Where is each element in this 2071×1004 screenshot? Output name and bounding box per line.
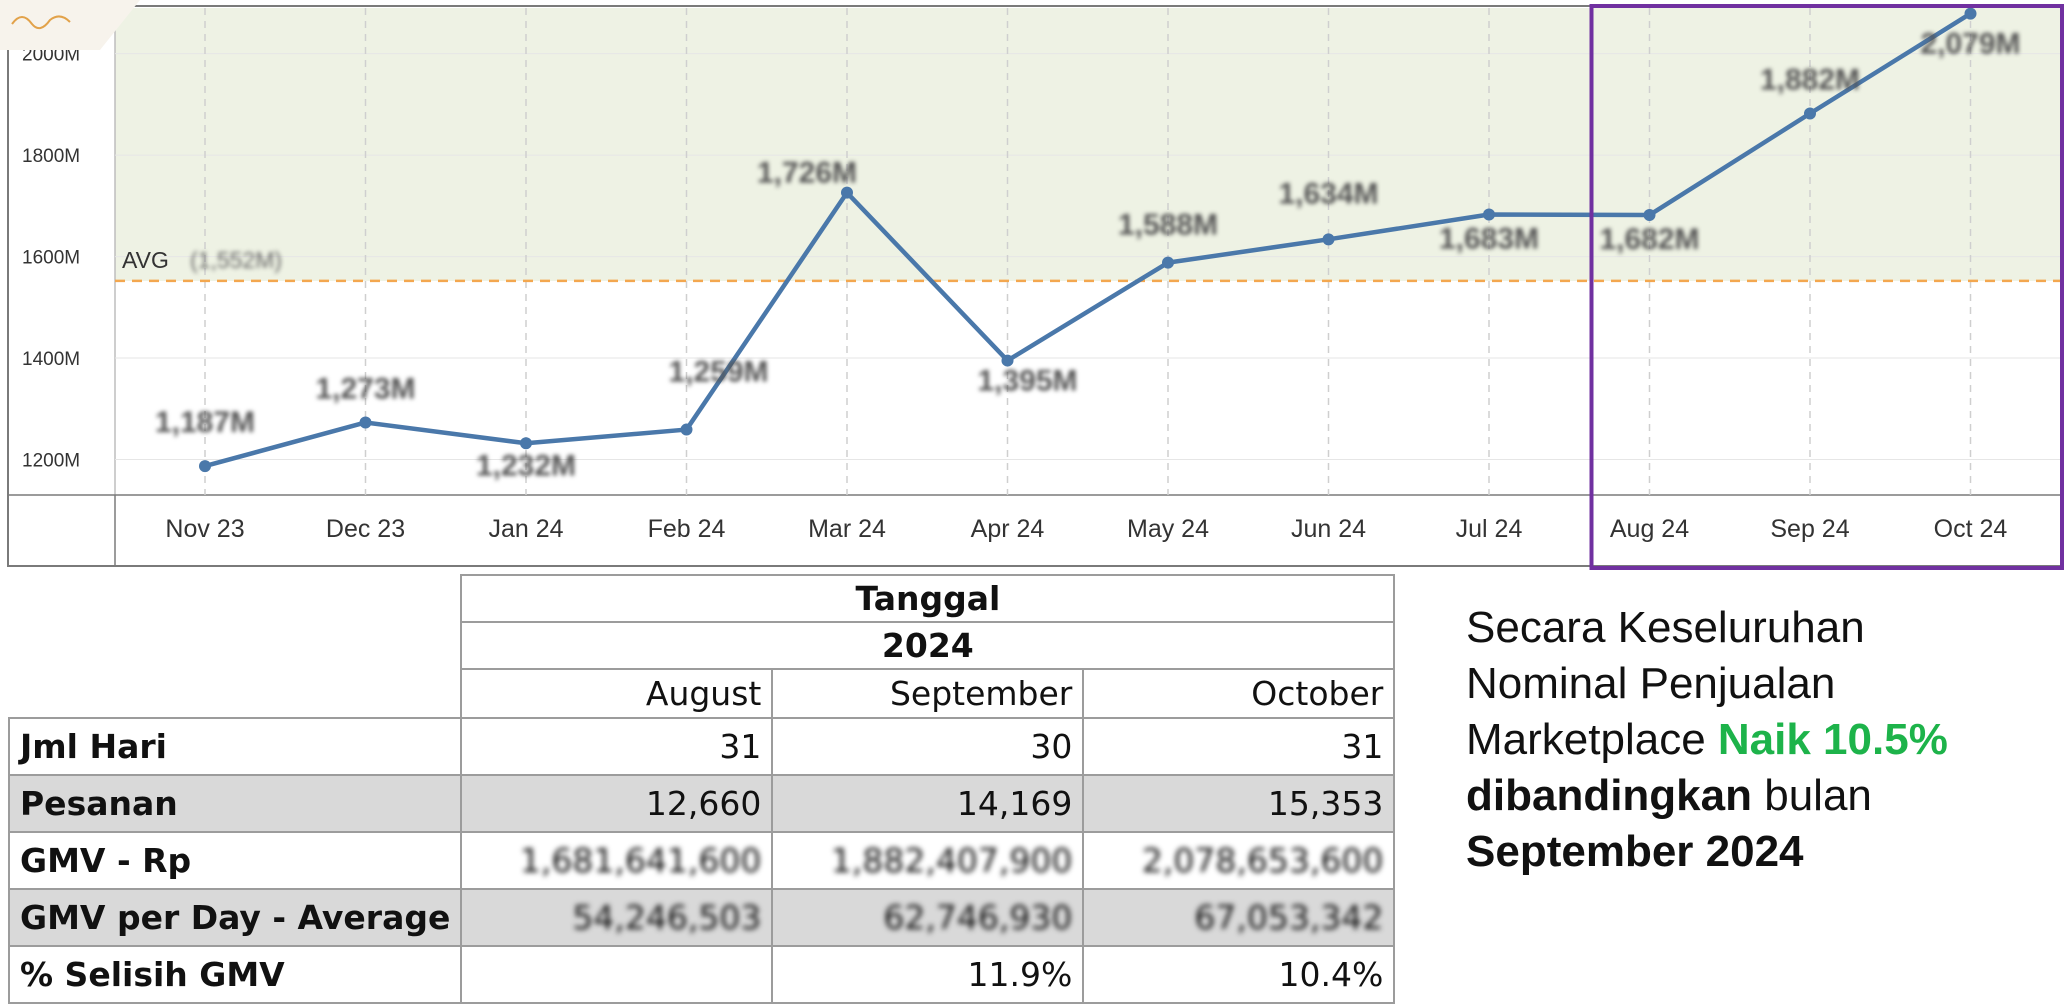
data-point <box>199 460 211 473</box>
x-tick-label: Feb 24 <box>648 515 726 543</box>
cell: 2,078,653,600 <box>1082 831 1396 890</box>
cell: 1,882,407,900 <box>771 831 1085 890</box>
data-label: 1,187M <box>155 406 255 439</box>
cell: 12,660 <box>460 774 774 833</box>
data-point <box>520 437 532 450</box>
data-point <box>1001 354 1014 367</box>
table-row: GMV per Day - Average 54,246,503 62,746,… <box>7 888 1396 947</box>
data-label: 1,232M <box>476 449 576 482</box>
x-tick-label: Dec 23 <box>326 515 405 543</box>
cell: 1,681,641,600 <box>460 831 774 890</box>
table-row: Jml Hari 31 30 31 <box>7 717 1396 776</box>
data-label: 1,259M <box>668 356 768 389</box>
gmv-line-chart: 1200M 1400M 1600M 1800M 2000M Nov 23 Dec 23 Jan… <box>7 4 2064 570</box>
data-label: 1,682M <box>1599 223 1699 256</box>
data-label: 1,395M <box>977 365 1077 398</box>
sales-summary-table: Tanggal 2024 August September October Jm… <box>7 574 1396 1004</box>
header-month-september: September <box>771 668 1085 719</box>
y-tick-label: 1200M <box>22 450 80 471</box>
summary-prefix: Marketplace <box>1466 715 1718 764</box>
cell <box>460 945 774 1004</box>
x-tick-label: Jul 24 <box>1456 515 1523 543</box>
x-tick-label: Jan 24 <box>488 515 563 543</box>
row-label-selisih-gmv: % Selisih GMV <box>7 945 463 1004</box>
x-tick-label: Apr 24 <box>971 515 1045 543</box>
data-point <box>359 416 372 429</box>
row-label-gmv-per-day: GMV per Day - Average <box>7 888 463 947</box>
data-point <box>841 186 853 199</box>
table-row: % Selisih GMV 11.9% 10.4% <box>7 945 1396 1004</box>
data-label: 1,726M <box>757 157 857 190</box>
blurred-value: 67,053,342 <box>1194 898 1384 937</box>
blurred-value: 1,681,641,600 <box>519 841 762 880</box>
data-point <box>1162 256 1174 269</box>
header-month-august: August <box>460 668 774 719</box>
summary-line-1: Secara Keseluruhan <box>1466 603 1865 652</box>
x-tick-label: May 24 <box>1127 515 1209 543</box>
table-row: Pesanan 12,660 14,169 15,353 <box>7 774 1396 833</box>
data-label: 1,882M <box>1760 64 1860 97</box>
y-tick-label: 1400M <box>22 349 80 370</box>
data-point <box>1964 7 1977 20</box>
summary-line-5: September 2024 <box>1466 827 1804 876</box>
table-corner <box>9 575 463 718</box>
cell: 15,353 <box>1082 774 1396 833</box>
x-tick-label: Jun 24 <box>1291 515 1366 543</box>
cell: 31 <box>460 717 774 776</box>
data-point <box>1322 233 1335 246</box>
data-point <box>1804 107 1816 120</box>
cell: 62,746,930 <box>771 888 1085 947</box>
summary-line-4: dibandingkan bulan <box>1466 768 2066 824</box>
row-label-jml-hari: Jml Hari <box>7 717 463 776</box>
data-label: 1,634M <box>1278 177 1378 210</box>
blurred-value: 54,246,503 <box>572 898 762 937</box>
x-tick-label: Aug 24 <box>1610 515 1689 543</box>
cell: 11.9% <box>771 945 1085 1004</box>
summary-line-2: Nominal Penjualan <box>1466 659 1836 708</box>
cell: 14,169 <box>771 774 1085 833</box>
data-label: 2,079M <box>1920 28 2020 61</box>
blurred-value: 62,746,930 <box>883 898 1073 937</box>
x-tick-label: Oct 24 <box>1934 515 2008 543</box>
cell: 67,053,342 <box>1082 888 1396 947</box>
summary-bold-word: dibandingkan <box>1466 771 1752 820</box>
logo-corner-icon <box>0 0 140 50</box>
growth-highlight: Naik 10.5% <box>1717 715 1948 764</box>
cell: 54,246,503 <box>460 888 774 947</box>
blurred-value: 1,882,407,900 <box>830 841 1073 880</box>
cell: 10.4% <box>1082 945 1396 1004</box>
average-value-label: (1,552M) <box>190 247 282 273</box>
y-tick-label: 1600M <box>22 248 80 269</box>
header-year: 2024 <box>460 621 1396 670</box>
row-label-gmv: GMV - Rp <box>7 831 463 890</box>
header-month-october: October <box>1082 668 1396 719</box>
series-line <box>204 11 1972 469</box>
cell: 31 <box>1082 717 1396 776</box>
summary-text: Secara Keseluruhan Nominal Penjualan Mar… <box>1466 600 2066 880</box>
x-tick-label: Nov 23 <box>165 515 244 543</box>
table-row: GMV - Rp 1,681,641,600 1,882,407,900 2,0… <box>7 831 1396 890</box>
x-tick-label: Sep 24 <box>1770 515 1849 543</box>
data-point <box>680 423 693 436</box>
x-tick-label: Mar 24 <box>808 515 886 543</box>
row-label-pesanan: Pesanan <box>7 774 463 833</box>
highlight-box <box>1589 4 2064 570</box>
data-label: 1,273M <box>315 372 415 405</box>
header-tanggal: Tanggal <box>460 574 1396 623</box>
summary-rest: bulan <box>1752 771 1872 820</box>
y-tick-label: 1800M <box>22 146 80 167</box>
cell: 30 <box>771 717 1085 776</box>
summary-line-3: Marketplace Naik 10.5% <box>1466 712 2066 768</box>
data-label: 1,588M <box>1118 209 1218 242</box>
above-average-band <box>115 8 2060 281</box>
data-label: 1,683M <box>1439 222 1539 255</box>
data-point <box>1483 208 1495 221</box>
data-point <box>1643 208 1656 221</box>
blurred-value: 2,078,653,600 <box>1141 841 1384 880</box>
average-label: AVG <box>122 247 169 273</box>
